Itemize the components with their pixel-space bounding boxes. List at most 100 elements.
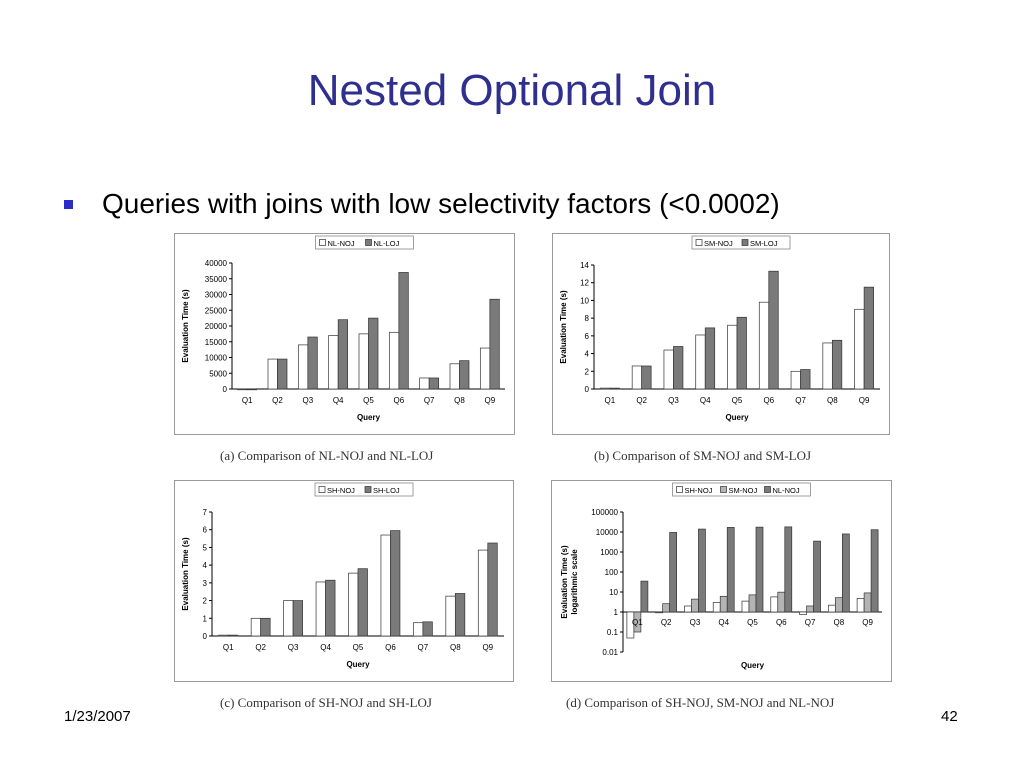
y-tick-label: 1	[614, 608, 619, 617]
bar	[292, 600, 303, 637]
bar	[267, 358, 278, 390]
bar	[419, 377, 430, 390]
legend-swatch	[364, 486, 372, 493]
bar	[736, 316, 747, 390]
bullet-text: Queries with joins with low selectivity …	[102, 188, 780, 219]
bar	[477, 549, 489, 637]
bar	[655, 611, 664, 614]
x-tick-label: Q6	[763, 396, 774, 405]
bar	[246, 388, 258, 391]
y-tick-label: 5	[203, 543, 208, 552]
bar	[609, 387, 620, 390]
y-axis-label: Evaluation Time (s)	[181, 289, 190, 363]
chart-panel-c: 0 1 2 3 4 5 6 7 Q1 Q2 Q3 Q4 Q5 Q6 Q7 Q8 Q9 Query Evaluatio…	[174, 480, 514, 682]
y-tick-label: 12	[580, 279, 589, 288]
caption-a: (a) Comparison of NL-NOJ and NL-LOJ	[220, 448, 434, 463]
bar	[854, 308, 865, 390]
y-tick-label: 1000	[600, 548, 618, 557]
chart-panel-d: 0.01 0.1 1 10 100 1000 10000 100000 Q1 Q2 Q3 Q4 Q5 Q6…	[551, 480, 892, 682]
bar	[297, 344, 309, 390]
legend-label: SM-NOJ	[704, 239, 733, 248]
bar	[357, 568, 368, 637]
bar	[768, 270, 779, 390]
x-tick-label: Q6	[776, 618, 787, 627]
legend-swatch	[764, 486, 771, 493]
bar	[800, 369, 811, 390]
y-tick-label: 0	[585, 385, 590, 394]
y-tick-label: 0.1	[607, 628, 619, 637]
bar	[358, 333, 369, 390]
y-tick-label: 8	[585, 314, 590, 323]
y-tick-label: 3	[203, 579, 208, 588]
bar	[863, 592, 872, 613]
y-tick-label: 0	[203, 632, 208, 641]
y-tick-label: 25000	[205, 306, 228, 315]
bar	[748, 594, 757, 613]
bar	[445, 595, 456, 637]
slide-title: Nested Optional Join	[307, 66, 717, 115]
legend-swatch	[319, 239, 326, 246]
bar	[459, 360, 470, 390]
y-tick-label: 1	[203, 614, 208, 623]
bar	[704, 327, 716, 390]
bar	[428, 377, 440, 390]
x-tick-label: Q8	[833, 618, 844, 627]
y-tick-label: 5000	[209, 369, 227, 378]
bar	[380, 534, 391, 637]
y-tick-label: 10000	[596, 528, 619, 537]
bar	[227, 634, 239, 637]
legend-swatch	[720, 486, 727, 493]
legend-swatch	[676, 486, 683, 493]
bar	[337, 319, 349, 390]
bar	[813, 540, 821, 613]
bar	[315, 581, 326, 637]
legend-swatch	[318, 486, 326, 493]
x-tick-label: Q3	[668, 396, 679, 405]
bar	[822, 342, 833, 390]
x-tick-label: Q5	[353, 643, 364, 652]
x-tick-label: Q3	[690, 618, 701, 627]
x-tick-label: Q8	[450, 643, 461, 652]
y-tick-label: 100	[605, 568, 619, 577]
y-tick-label: 0	[223, 385, 228, 394]
bar	[237, 388, 248, 391]
x-tick-label: Q8	[454, 396, 465, 405]
bar	[479, 347, 491, 390]
y-tick-label: 30000	[205, 291, 228, 300]
y-tick-label: 10	[580, 296, 589, 305]
caption-d: (d) Comparison of SH-NOJ, SM-NOJ and NL-…	[566, 695, 835, 710]
x-tick-label: Q4	[320, 643, 331, 652]
y-tick-label: 100000	[591, 508, 618, 517]
chart-frame	[552, 233, 890, 435]
y-tick-label: 40000	[205, 259, 228, 268]
bar	[600, 387, 611, 390]
bar	[277, 358, 288, 390]
bar	[283, 600, 294, 637]
bar	[827, 604, 836, 613]
x-axis-label: Query	[346, 660, 370, 669]
y-tick-label: 7	[203, 508, 208, 517]
legend-box	[315, 235, 414, 250]
bar	[663, 349, 674, 390]
x-axis-label: Query	[725, 413, 749, 422]
y-axis-label: Evaluation Time (s)	[560, 545, 569, 619]
y-tick-label: 0.01	[602, 648, 618, 657]
chart-d-svg: 0.01 0.1 1 10 100 1000 10000 100000 Q1 Q2 Q3 Q4 Q5 Q6…	[551, 480, 892, 682]
bar	[422, 621, 433, 637]
y-tick-label: 10	[609, 588, 618, 597]
bar	[863, 286, 874, 390]
bar	[806, 605, 814, 613]
bar	[790, 370, 801, 390]
caption-c: (c) Comparison of SH-NOJ and SH-LOJ	[220, 695, 432, 710]
bullet-square-icon	[64, 200, 73, 209]
bar	[325, 579, 336, 637]
bar	[758, 301, 770, 390]
x-tick-label: Q2	[255, 643, 266, 652]
bar	[328, 335, 339, 390]
y-tick-label: 20000	[205, 322, 228, 331]
legend-box	[672, 482, 811, 497]
bar	[260, 617, 271, 637]
chart-frame	[174, 480, 514, 682]
bar	[719, 595, 728, 613]
bar	[348, 572, 359, 637]
